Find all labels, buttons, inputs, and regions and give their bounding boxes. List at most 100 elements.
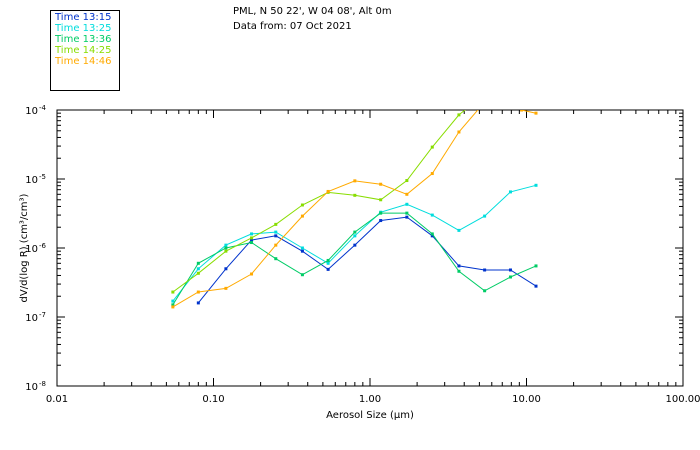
series-point-5 bbox=[224, 286, 228, 290]
series-point-5 bbox=[379, 182, 383, 186]
series-point-5 bbox=[274, 243, 278, 247]
series-point-1 bbox=[508, 268, 512, 272]
y-tick-label-exponent: -4 bbox=[39, 104, 47, 112]
series-point-3 bbox=[250, 241, 254, 245]
series-point-4 bbox=[171, 290, 175, 294]
series-point-4 bbox=[534, 76, 537, 79]
series-line-4 bbox=[172, 110, 466, 293]
series-point-4 bbox=[353, 193, 357, 197]
series-point-1 bbox=[274, 234, 278, 238]
series-point-3 bbox=[326, 258, 330, 262]
y-tick-label-exponent: -8 bbox=[39, 380, 46, 388]
y-tick-label: 10 bbox=[25, 175, 38, 186]
series-point-2 bbox=[405, 202, 409, 206]
series-point-3 bbox=[457, 269, 461, 273]
legend-entry-5: Time 14:46 bbox=[55, 56, 112, 67]
location-text: PML, N 50 22', W 04 08', Alt 0m bbox=[233, 6, 392, 17]
x-tick-label: 0.01 bbox=[46, 394, 68, 405]
series-point-2 bbox=[274, 230, 278, 234]
series-point-4 bbox=[483, 93, 486, 96]
y-tick-label: 10 bbox=[25, 244, 38, 255]
series-point-2 bbox=[250, 232, 254, 236]
series-point-5 bbox=[353, 179, 357, 183]
series-point-1 bbox=[353, 243, 357, 247]
series-point-3 bbox=[379, 211, 383, 215]
series-point-5 bbox=[534, 111, 538, 115]
series-point-4 bbox=[405, 179, 409, 183]
legend-entry-1: Time 13:15 bbox=[55, 12, 112, 23]
series-group bbox=[171, 76, 538, 309]
series-point-4 bbox=[379, 198, 383, 202]
x-tick-label: 1.00 bbox=[359, 394, 381, 405]
series-point-5 bbox=[196, 290, 200, 294]
series-point-5 bbox=[326, 189, 330, 193]
y-tick-label-exponent: -6 bbox=[39, 242, 47, 250]
series-line-2 bbox=[172, 184, 537, 302]
series-point-5 bbox=[300, 214, 304, 218]
series-point-2 bbox=[457, 228, 461, 232]
x-axis-label: Aerosol Size (µm) bbox=[326, 410, 414, 421]
series-point-1 bbox=[379, 219, 383, 223]
series-point-1 bbox=[326, 267, 330, 271]
y-tick-label-exponent: -5 bbox=[39, 173, 46, 181]
series-point-1 bbox=[300, 249, 304, 253]
series-point-3 bbox=[430, 232, 434, 236]
series-point-2 bbox=[326, 261, 330, 265]
series-point-3 bbox=[274, 257, 278, 261]
series-point-4 bbox=[196, 271, 200, 275]
series-point-3 bbox=[405, 211, 409, 215]
series-point-4 bbox=[300, 203, 304, 207]
series-point-5 bbox=[171, 305, 175, 309]
series-point-2 bbox=[171, 299, 175, 303]
legend-entry-2: Time 13:25 bbox=[55, 23, 112, 34]
series-point-3 bbox=[300, 273, 304, 277]
series-point-2 bbox=[224, 243, 228, 247]
series-line-1 bbox=[197, 216, 537, 304]
series-point-2 bbox=[353, 234, 357, 238]
series-point-5 bbox=[509, 93, 512, 96]
series-point-5 bbox=[430, 172, 434, 176]
series-point-5 bbox=[457, 130, 461, 134]
date-text: Data from: 07 Oct 2021 bbox=[233, 21, 352, 32]
x-tick-label: 0.10 bbox=[202, 394, 224, 405]
series-point-3 bbox=[224, 246, 228, 250]
series-point-3 bbox=[483, 289, 487, 293]
series-line-5 bbox=[172, 110, 537, 308]
series-point-3 bbox=[196, 261, 200, 265]
series-point-1 bbox=[196, 301, 200, 305]
series-line-3 bbox=[172, 212, 537, 306]
series-point-2 bbox=[483, 214, 487, 218]
y-tick-label: 10 bbox=[25, 382, 38, 393]
y-axis-label: dV/d(log R) (cm³/cm³) bbox=[19, 193, 30, 302]
series-point-1 bbox=[483, 268, 487, 272]
series-point-4 bbox=[430, 145, 434, 149]
legend-entry-3: Time 13:36 bbox=[55, 34, 112, 45]
series-point-5 bbox=[405, 192, 409, 196]
series-point-5 bbox=[250, 272, 254, 276]
series-point-4 bbox=[274, 222, 278, 226]
series-point-3 bbox=[171, 303, 175, 307]
series-point-5 bbox=[483, 101, 486, 104]
series-point-4 bbox=[250, 236, 254, 240]
series-point-1 bbox=[534, 284, 538, 288]
series-point-2 bbox=[300, 246, 304, 250]
series-point-2 bbox=[196, 267, 200, 271]
series-point-5 bbox=[520, 110, 524, 112]
series-point-3 bbox=[508, 275, 512, 279]
series-point-2 bbox=[508, 190, 512, 194]
series-point-2 bbox=[534, 183, 538, 187]
x-tick-label: 100.00 bbox=[666, 394, 700, 405]
plot-frame bbox=[56, 109, 684, 387]
y-tick-label: 10 bbox=[25, 106, 38, 117]
series-point-1 bbox=[224, 267, 228, 271]
y-tick-label: 10 bbox=[25, 313, 38, 324]
series-point-4 bbox=[509, 80, 512, 83]
series-point-1 bbox=[430, 234, 434, 238]
legend-entry-4: Time 14:25 bbox=[55, 45, 112, 56]
y-tick-label-exponent: -7 bbox=[39, 311, 46, 319]
series-point-2 bbox=[430, 213, 434, 217]
x-tick-label: 10.00 bbox=[512, 394, 541, 405]
legend: Time 13:15 Time 13:25 Time 13:36 Time 14… bbox=[50, 10, 120, 91]
series-point-4 bbox=[224, 249, 228, 253]
